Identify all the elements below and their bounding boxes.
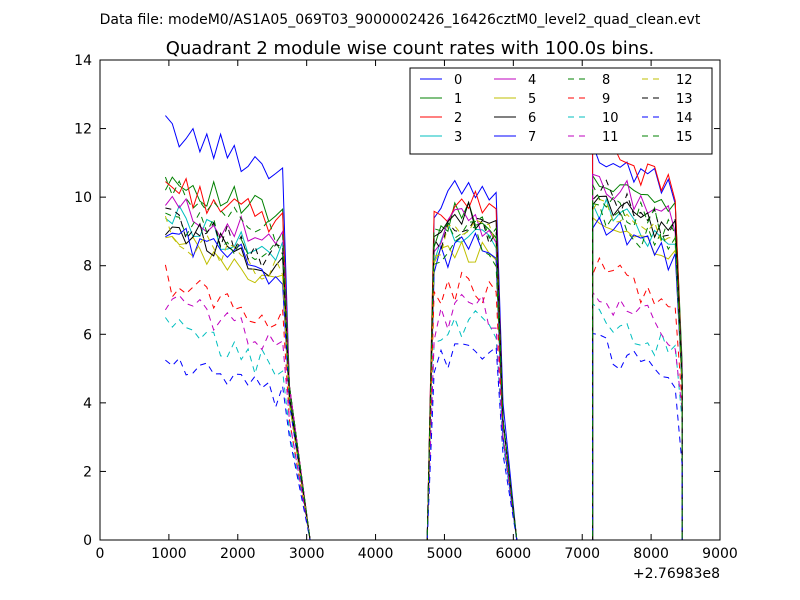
y-tick-label: 12: [74, 122, 92, 138]
y-tick-label: 10: [74, 190, 92, 206]
legend-label-13: 13: [676, 92, 693, 107]
legend-label-3: 3: [454, 130, 462, 145]
series-line-12: [164, 198, 683, 541]
x-tick-label: 2000: [220, 546, 256, 562]
legend-label-11: 11: [602, 130, 619, 145]
x-axis: 0 1000 2000 3000 4000 5000 6000 7000 8000 9000: [96, 60, 738, 562]
legend-label-5: 5: [528, 92, 536, 107]
legend-label-9: 9: [602, 92, 610, 107]
series-line-0: [165, 115, 683, 541]
legend-label-10: 10: [602, 111, 619, 126]
legend-label-15: 15: [676, 130, 693, 145]
x-tick-label: 1000: [151, 546, 187, 562]
legend-label-2: 2: [454, 111, 462, 126]
legend-label-8: 8: [602, 73, 610, 88]
series-line-6: [165, 195, 683, 541]
series-lines: [164, 115, 683, 541]
legend-label-6: 6: [528, 111, 536, 126]
legend-label-7: 7: [528, 130, 536, 145]
series-line-10: [164, 302, 683, 541]
series-line-5: [165, 216, 683, 541]
series-line-9: [164, 256, 683, 541]
series-line-2: [165, 136, 683, 541]
x-tick-label: 0: [96, 546, 105, 562]
legend-box: [409, 67, 713, 155]
plot-frame: [99, 59, 721, 541]
legend-label-0: 0: [454, 73, 462, 88]
x-tick-label: 3000: [289, 546, 325, 562]
series-line-4: [165, 173, 683, 541]
legend-label-1: 1: [454, 92, 462, 107]
chart-title: Quadrant 2 module wise count rates with …: [166, 38, 655, 59]
y-tick-label: 0: [83, 533, 92, 549]
x-offset-label: +2.76983e8: [633, 566, 720, 582]
y-tick-label: 4: [83, 396, 92, 412]
x-tick-label: 9000: [702, 546, 738, 562]
y-tick-label: 6: [83, 327, 92, 343]
series-line-1: [164, 173, 683, 541]
series-line-13: [165, 179, 683, 541]
y-tick-label: 14: [74, 53, 92, 69]
y-tick-label: 8: [83, 259, 92, 275]
file-caption: Data file: modeM0/AS1A05_069T03_90000024…: [100, 12, 701, 28]
x-tick-label: 6000: [496, 546, 532, 562]
legend-label-14: 14: [676, 111, 693, 126]
series-line-14: [165, 332, 683, 541]
x-tick-label: 7000: [564, 546, 600, 562]
y-tick-label: 2: [83, 464, 92, 480]
x-tick-label: 8000: [633, 546, 669, 562]
legend-label-12: 12: [676, 73, 693, 88]
legend-label-4: 4: [528, 73, 536, 88]
series-line-11: [164, 290, 683, 541]
series-line-7: [165, 216, 683, 541]
x-tick-label: 5000: [427, 546, 463, 562]
x-tick-label: 4000: [358, 546, 394, 562]
